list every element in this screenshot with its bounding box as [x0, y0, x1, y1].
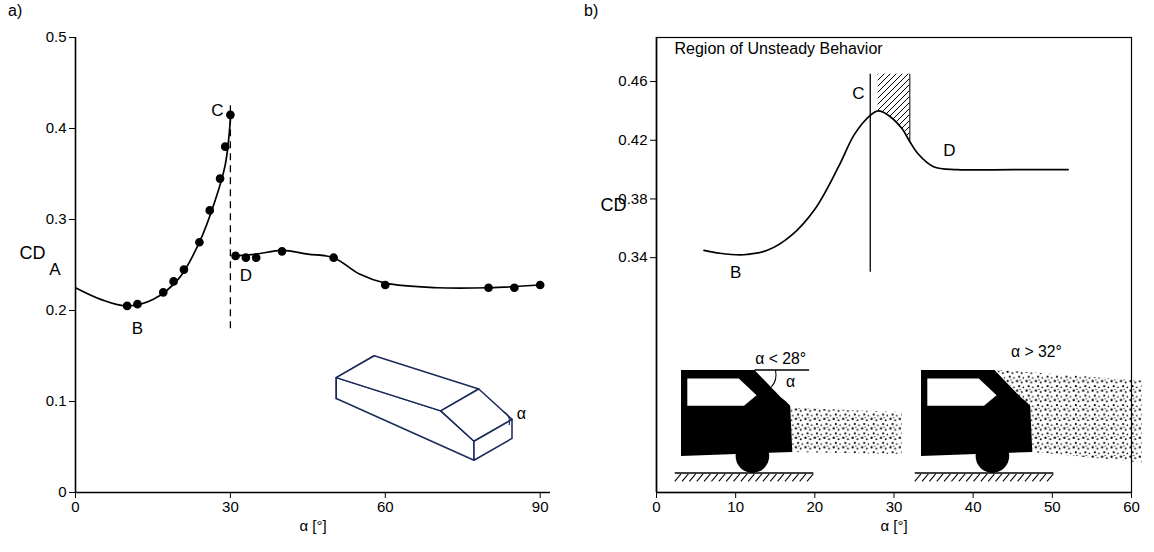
svg-text:α > 32°: α > 32°	[1011, 343, 1062, 360]
svg-text:0.4: 0.4	[46, 119, 67, 136]
svg-text:0.38: 0.38	[618, 189, 648, 207]
svg-text:C: C	[211, 101, 223, 120]
svg-text:90: 90	[532, 498, 549, 515]
html-text:a): a)	[8, 2, 23, 19]
svg-text:40: 40	[965, 498, 982, 515]
svg-text:0.3: 0.3	[46, 210, 67, 227]
svg-text:60: 60	[377, 498, 394, 515]
svg-text:0.46: 0.46	[618, 72, 647, 89]
svg-text:20: 20	[806, 498, 823, 515]
svg-text:0: 0	[58, 483, 66, 500]
svg-text:10: 10	[727, 498, 744, 515]
svg-text:α < 28°: α < 28°	[755, 350, 806, 367]
svg-text:C: C	[852, 84, 864, 103]
svg-text:B: B	[730, 263, 741, 282]
svg-text:α: α	[517, 405, 526, 422]
svg-text:α [°]: α [°]	[299, 517, 326, 534]
svg-text:A: A	[49, 260, 61, 279]
svg-text:50: 50	[1044, 498, 1061, 515]
svg-text:α: α	[786, 373, 795, 390]
svg-text:0: 0	[71, 498, 79, 515]
svg-text:0.5: 0.5	[46, 28, 67, 45]
svg-text:B: B	[132, 319, 143, 338]
svg-text:D: D	[240, 266, 252, 285]
svg-text:30: 30	[886, 498, 903, 515]
svg-text:CD: CD	[601, 195, 627, 215]
svg-text:D: D	[943, 141, 955, 160]
html-text:b): b)	[584, 2, 599, 19]
svg-text:60: 60	[1123, 498, 1140, 515]
svg-text:0.1: 0.1	[46, 392, 67, 409]
svg-text:0.42: 0.42	[618, 131, 647, 148]
svg-text:Region of Unsteady Behavior: Region of Unsteady Behavior	[675, 40, 884, 57]
svg-text:0.34: 0.34	[618, 248, 647, 265]
svg-text:0: 0	[652, 498, 660, 515]
svg-text:CD: CD	[20, 243, 46, 263]
svg-text:0.2: 0.2	[46, 301, 67, 318]
svg-text:30: 30	[222, 498, 239, 515]
svg-text:α [°]: α [°]	[880, 517, 907, 534]
